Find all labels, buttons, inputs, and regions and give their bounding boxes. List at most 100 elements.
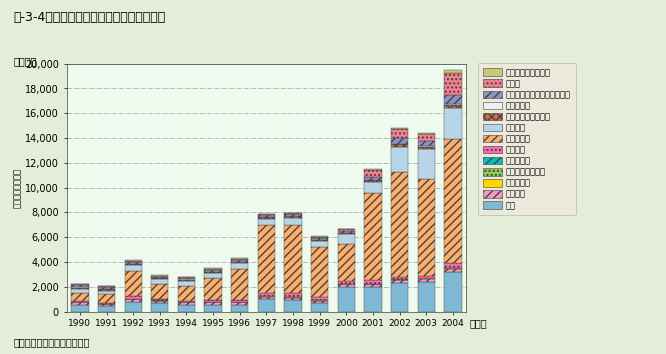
Bar [444,105,462,108]
Bar [418,276,435,278]
Bar [391,280,408,283]
Bar [98,306,115,312]
Bar [151,303,168,312]
Bar [284,293,302,297]
Bar [364,170,382,177]
Bar [151,301,168,303]
Bar [391,129,408,138]
Bar [71,289,89,293]
Bar [418,278,435,279]
Bar [444,269,462,272]
Bar [178,302,195,305]
Bar [98,289,115,291]
Bar [338,229,355,231]
Bar [364,193,382,280]
Bar [444,272,462,312]
Bar [338,284,355,287]
Bar [311,301,328,303]
Bar [311,300,328,301]
Bar [311,297,328,300]
Bar [125,260,142,261]
Legend: プラスチックのくず, スラグ, 灰、鉱さい及びその他のかす, 亜鉛のくず, アルミニウムのくず, 銅のくず, 鉄鋼のくず, 銀のくず, 白金のくず, 紡績用繊維: プラスチックのくず, スラグ, 灰、鉱さい及びその他のかす, 亜鉛のくず, アル… [478,63,576,215]
Bar [364,177,382,180]
Bar [258,215,275,217]
Bar [231,269,248,300]
Bar [231,300,248,302]
Text: （年）: （年） [470,319,487,329]
Bar [98,287,115,289]
Bar [338,234,355,244]
Bar [338,233,355,234]
Bar [204,268,222,269]
Bar [125,302,142,312]
Bar [71,288,89,289]
Bar [284,213,302,214]
Bar [284,297,302,300]
Text: 序-3-4図　循環資源の我が国からの輸出量: 序-3-4図 循環資源の我が国からの輸出量 [13,11,166,24]
Bar [444,104,462,105]
Bar [125,299,142,302]
Bar [71,305,89,312]
Bar [98,294,115,303]
Bar [258,219,275,225]
Bar [125,262,142,263]
Bar [231,262,248,263]
Bar [178,278,195,280]
Bar [418,179,435,276]
Bar [418,149,435,179]
Bar [204,278,222,301]
Bar [258,296,275,297]
Bar [364,284,382,287]
Bar [98,304,115,306]
Bar [284,300,302,312]
Bar [204,305,222,312]
Bar [311,303,328,312]
Bar [125,265,142,271]
Bar [71,284,89,285]
Bar [231,258,248,259]
Text: （千ｔ）: （千ｔ） [13,57,37,67]
Bar [71,293,89,301]
Bar [311,238,328,240]
Bar [364,280,382,284]
Bar [258,299,275,312]
Bar [418,133,435,134]
Bar [391,277,408,279]
Bar [391,283,408,312]
Bar [418,147,435,149]
Bar [284,218,302,225]
Bar [391,144,408,147]
Bar [178,281,195,286]
Bar [284,214,302,216]
Bar [178,305,195,312]
Bar [151,276,168,278]
Bar [151,299,168,301]
Bar [151,284,168,299]
Bar [258,214,275,215]
Bar [418,282,435,312]
Bar [71,287,89,288]
Bar [338,287,355,312]
Bar [364,287,382,312]
Bar [258,297,275,299]
Bar [444,263,462,268]
Bar [178,277,195,278]
Bar [444,70,462,73]
Bar [204,301,222,302]
Bar [231,302,248,305]
Bar [444,108,462,139]
Bar [178,301,195,302]
Bar [231,263,248,269]
Bar [98,286,115,287]
Bar [125,261,142,262]
Bar [204,302,222,305]
Bar [418,134,435,142]
Bar [125,271,142,296]
Bar [311,240,328,241]
Bar [418,279,435,282]
Bar [444,95,462,104]
Bar [71,301,89,302]
Bar [231,305,248,312]
Bar [284,216,302,218]
Y-axis label: 廃棄物等の輸出量: 廃棄物等の輸出量 [13,168,22,207]
